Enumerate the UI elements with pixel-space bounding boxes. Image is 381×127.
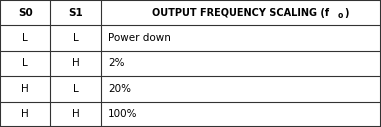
Text: 20%: 20% bbox=[108, 84, 131, 94]
Bar bbox=[0, 102, 50, 127]
Text: L: L bbox=[72, 84, 78, 94]
Bar bbox=[50, 51, 101, 76]
Text: o: o bbox=[338, 11, 343, 20]
Text: L: L bbox=[22, 33, 28, 43]
Bar bbox=[0, 51, 50, 76]
Bar bbox=[101, 51, 381, 76]
Text: H: H bbox=[72, 59, 79, 68]
Bar bbox=[101, 102, 381, 127]
Text: 100%: 100% bbox=[108, 109, 138, 119]
Text: H: H bbox=[72, 109, 79, 119]
Text: S0: S0 bbox=[18, 8, 32, 18]
Bar bbox=[50, 76, 101, 102]
Bar bbox=[50, 0, 101, 25]
Bar bbox=[50, 102, 101, 127]
Bar bbox=[50, 25, 101, 51]
Bar bbox=[0, 25, 50, 51]
Bar bbox=[0, 76, 50, 102]
Text: Power down: Power down bbox=[108, 33, 171, 43]
Text: 2%: 2% bbox=[108, 59, 125, 68]
Bar bbox=[101, 0, 381, 25]
Bar bbox=[101, 25, 381, 51]
Text: ): ) bbox=[344, 8, 349, 18]
Text: OUTPUT FREQUENCY SCALING (f: OUTPUT FREQUENCY SCALING (f bbox=[152, 8, 329, 18]
Text: L: L bbox=[72, 33, 78, 43]
Bar bbox=[0, 0, 50, 25]
Text: L: L bbox=[22, 59, 28, 68]
Bar bbox=[101, 76, 381, 102]
Text: S1: S1 bbox=[68, 8, 83, 18]
Text: H: H bbox=[21, 84, 29, 94]
Text: H: H bbox=[21, 109, 29, 119]
